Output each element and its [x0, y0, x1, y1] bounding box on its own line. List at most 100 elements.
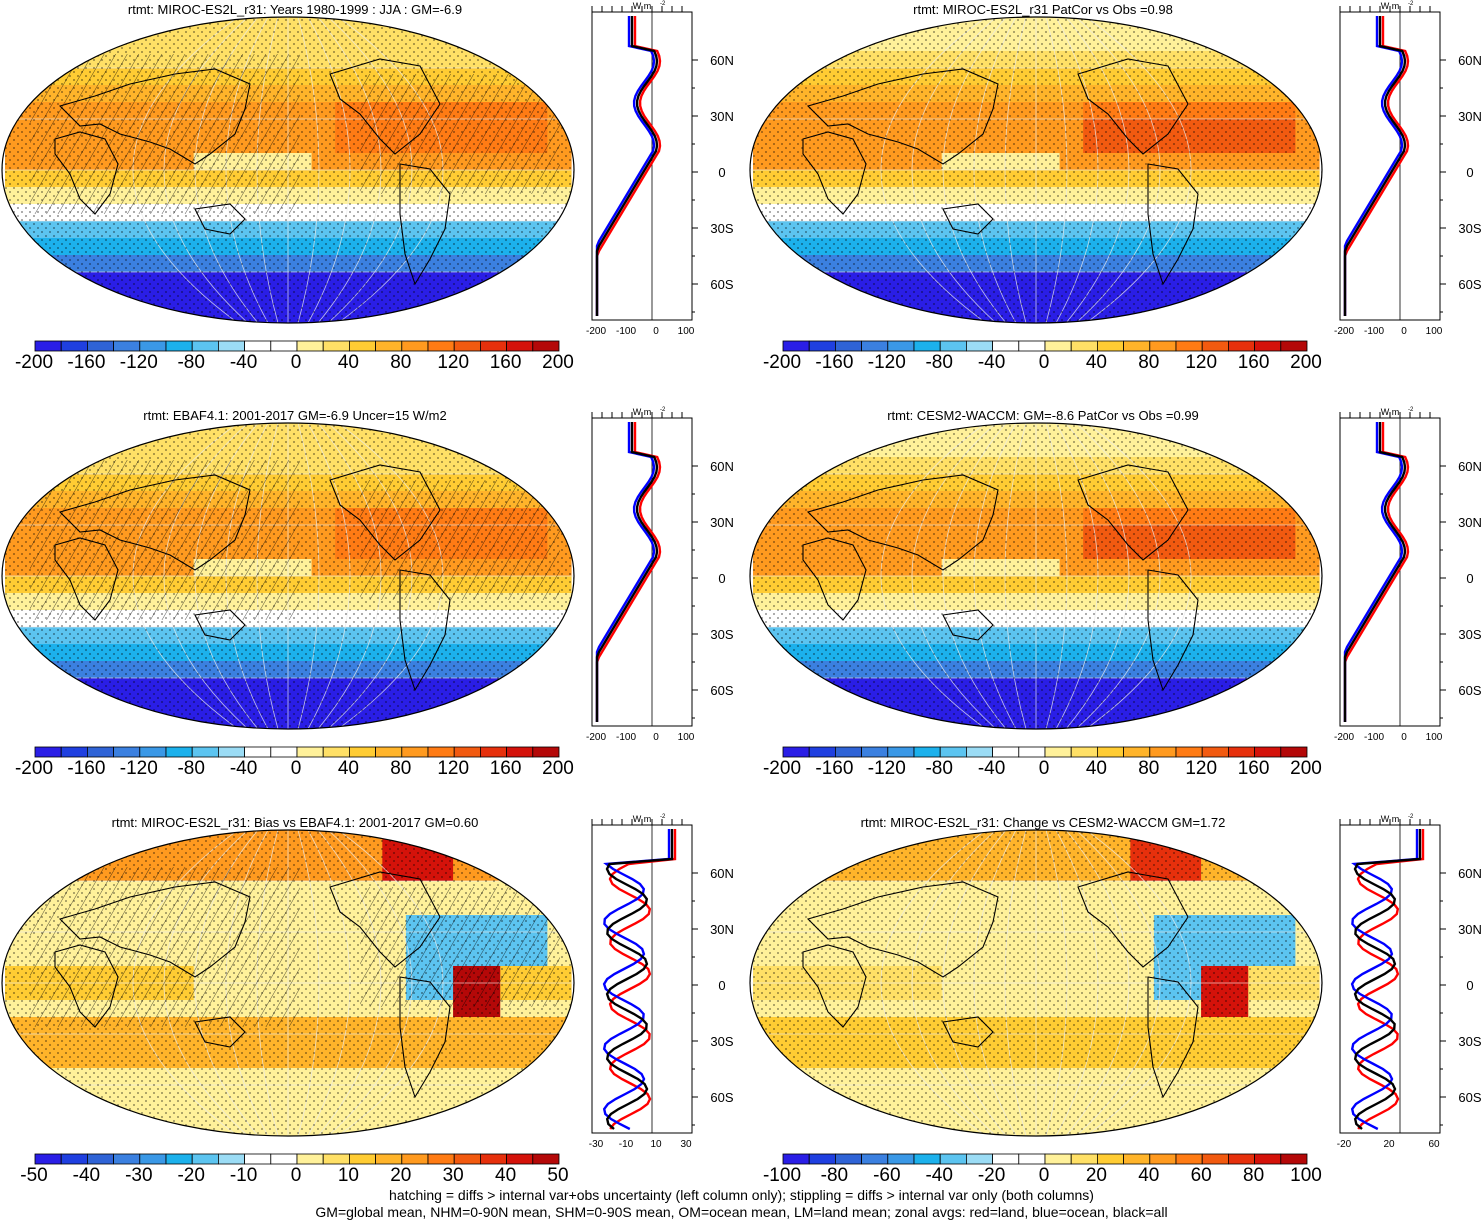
zonal-x-tick-label: 100	[1426, 732, 1443, 743]
colorbar-tick-label: -100	[762, 1165, 802, 1186]
colorbar-tick-label: -160	[815, 352, 854, 373]
colorbar-tick-label: 50	[547, 1165, 569, 1186]
colorbar-tick-label: 120	[1185, 758, 1218, 779]
colorbar	[34, 746, 560, 758]
zonal-lat-label: 0	[1466, 165, 1473, 180]
zonal-lat-label: 60N	[710, 866, 734, 881]
colorbar-tick-label: 30	[442, 1165, 464, 1186]
colorbar-tick-label: 160	[489, 352, 522, 373]
zonal-lat-label: 30N	[710, 515, 734, 530]
zonal-lat-label: 60S	[1458, 683, 1481, 698]
colorbar	[782, 1153, 1308, 1165]
colorbar-tick-label: -80	[820, 1165, 849, 1186]
colorbar-tick-label: 40	[1138, 1165, 1160, 1186]
zonal-x-tick-label: -100	[616, 732, 636, 743]
zonal-mean-plot: W m -2 60N 30N 0 30S 60S -200 -100 0 100	[1334, 1, 1482, 337]
colorbar-tick-label: -80	[925, 758, 953, 779]
zonal-x-tick-label: -200	[1334, 326, 1354, 337]
colorbar-tick-label: -80	[925, 352, 953, 373]
panel-miroc-patcor: rtmt: MIROC-ES2L_r31 PatCor vs Obs =0.98…	[748, 0, 1483, 408]
colorbar-tick-label: -120	[119, 758, 158, 779]
colorbar-tick-label: -200	[762, 758, 802, 779]
colorbar-tick-label: 0	[290, 758, 302, 779]
zonal-mean-plot: W m -2 60N 30N 0 30S 60S -20 20 60	[1337, 814, 1482, 1150]
panel-title: rtmt: MIROC-ES2L_r31: Bias vs EBAF4.1: 2…	[111, 815, 479, 830]
colorbar-tick-label: 0	[290, 352, 302, 373]
zonal-x-tick-label: -100	[616, 326, 636, 337]
zonal-lat-label: 30S	[710, 1034, 733, 1049]
zonal-lat-label: 60S	[710, 1090, 733, 1105]
colorbar-tick-label: -80	[177, 352, 205, 373]
zonal-x-tick-label: -10	[619, 1139, 634, 1150]
colorbar-tick-label: -50	[20, 1165, 48, 1186]
zonal-x-tick-label: 0	[653, 732, 659, 743]
svg-text:-2: -2	[1408, 814, 1414, 820]
world-map	[749, 422, 1323, 730]
colorbar	[782, 340, 1308, 352]
world-map	[1, 829, 575, 1137]
zonal-x-tick-label: -200	[586, 732, 606, 743]
world-map	[1, 16, 575, 324]
colorbar-tick-label: -30	[125, 1165, 153, 1186]
zonal-x-tick-label: 0	[653, 326, 659, 337]
colorbar-tick-label: 80	[1138, 352, 1160, 373]
zonal-x-tick-label: -30	[589, 1139, 604, 1150]
zonal-x-tick-label: 20	[1383, 1139, 1395, 1150]
zonal-x-tick-label: -200	[586, 326, 606, 337]
svg-text:W m: W m	[633, 407, 652, 417]
zonal-lat-label: 30N	[710, 922, 734, 937]
colorbar-tick-label: -40	[229, 352, 258, 373]
zonal-lat-label: 30S	[1458, 627, 1481, 642]
colorbar	[34, 1153, 560, 1165]
colorbar-tick-label: 200	[542, 352, 574, 373]
zonal-lat-label: 60N	[710, 53, 734, 68]
zonal-x-tick-label: 0	[1401, 732, 1407, 743]
zonal-x-tick-label: 100	[678, 732, 695, 743]
zonal-lat-label: 30S	[710, 627, 733, 642]
footer-line-2: GM=global mean, NHM=0-90N mean, SHM=0-90…	[315, 1204, 1168, 1220]
colorbar-tick-label: 0	[290, 1165, 302, 1186]
colorbar-tick-label: 80	[1243, 1165, 1265, 1186]
colorbar-tick-label: -40	[229, 758, 258, 779]
colorbar-tick-label: -160	[67, 758, 106, 779]
colorbar-tick-label: -120	[867, 758, 906, 779]
world-map	[1, 422, 575, 730]
colorbar-tick-label: 80	[390, 352, 412, 373]
zonal-lat-label: 30S	[710, 221, 733, 236]
zonal-lat-label: 0	[1466, 978, 1473, 993]
colorbar-tick-label: -160	[815, 758, 854, 779]
zonal-mean-plot: W m -2 60N 30N 0 30S 60S -200 -100 0 100	[586, 407, 734, 743]
zonal-lat-label: 30S	[1458, 221, 1481, 236]
colorbar-tick-label: 100	[1290, 1165, 1322, 1186]
colorbar-tick-label: 20	[1085, 1165, 1107, 1186]
colorbar-tick-label: -10	[229, 1165, 258, 1186]
colorbar-tick-label: -40	[977, 758, 1006, 779]
zonal-lat-label: 60N	[710, 459, 734, 474]
svg-text:-2: -2	[1408, 407, 1414, 413]
colorbar-tick-label: -200	[14, 352, 54, 373]
panel-title: rtmt: EBAF4.1: 2001-2017 GM=-6.9 Uncer=1…	[143, 408, 447, 423]
colorbar-tick-label: -40	[977, 352, 1006, 373]
colorbar-tick-label: 40	[1085, 758, 1107, 779]
colorbar-tick-label: -40	[72, 1165, 101, 1186]
panel-title: rtmt: CESM2-WACCM: GM=-8.6 PatCor vs Obs…	[887, 408, 1199, 423]
panel-miroc-climatology: rtmt: MIROC-ES2L_r31: Years 1980-1999 : …	[0, 0, 740, 408]
colorbar-tick-label: 80	[390, 758, 412, 779]
zonal-mean-plot: W m -2 60N 30N 0 30S 60S -200 -100 0 100	[1334, 407, 1482, 743]
svg-text:W m: W m	[1381, 407, 1400, 417]
panel-bias-vs-ebaf: rtmt: MIROC-ES2L_r31: Bias vs EBAF4.1: 2…	[0, 813, 740, 1221]
colorbar-tick-label: -120	[119, 352, 158, 373]
colorbar-tick-label: 80	[1138, 758, 1160, 779]
panel-cesm2-waccm: rtmt: CESM2-WACCM: GM=-8.6 PatCor vs Obs…	[748, 406, 1483, 814]
zonal-lat-label: 60N	[1458, 53, 1482, 68]
zonal-lat-label: 0	[718, 978, 725, 993]
zonal-lat-label: 0	[1466, 571, 1473, 586]
colorbar	[782, 746, 1308, 758]
colorbar-tick-label: -20	[977, 1165, 1006, 1186]
colorbar-tick-label: -120	[867, 352, 906, 373]
colorbar-tick-label: 10	[337, 1165, 359, 1186]
colorbar-tick-label: -80	[177, 758, 205, 779]
zonal-mean-plot: W m -2 60N 30N 0 30S 60S -30 -10 10 30	[589, 814, 734, 1150]
colorbar-tick-label: -200	[14, 758, 54, 779]
zonal-x-tick-label: -20	[1337, 1139, 1352, 1150]
